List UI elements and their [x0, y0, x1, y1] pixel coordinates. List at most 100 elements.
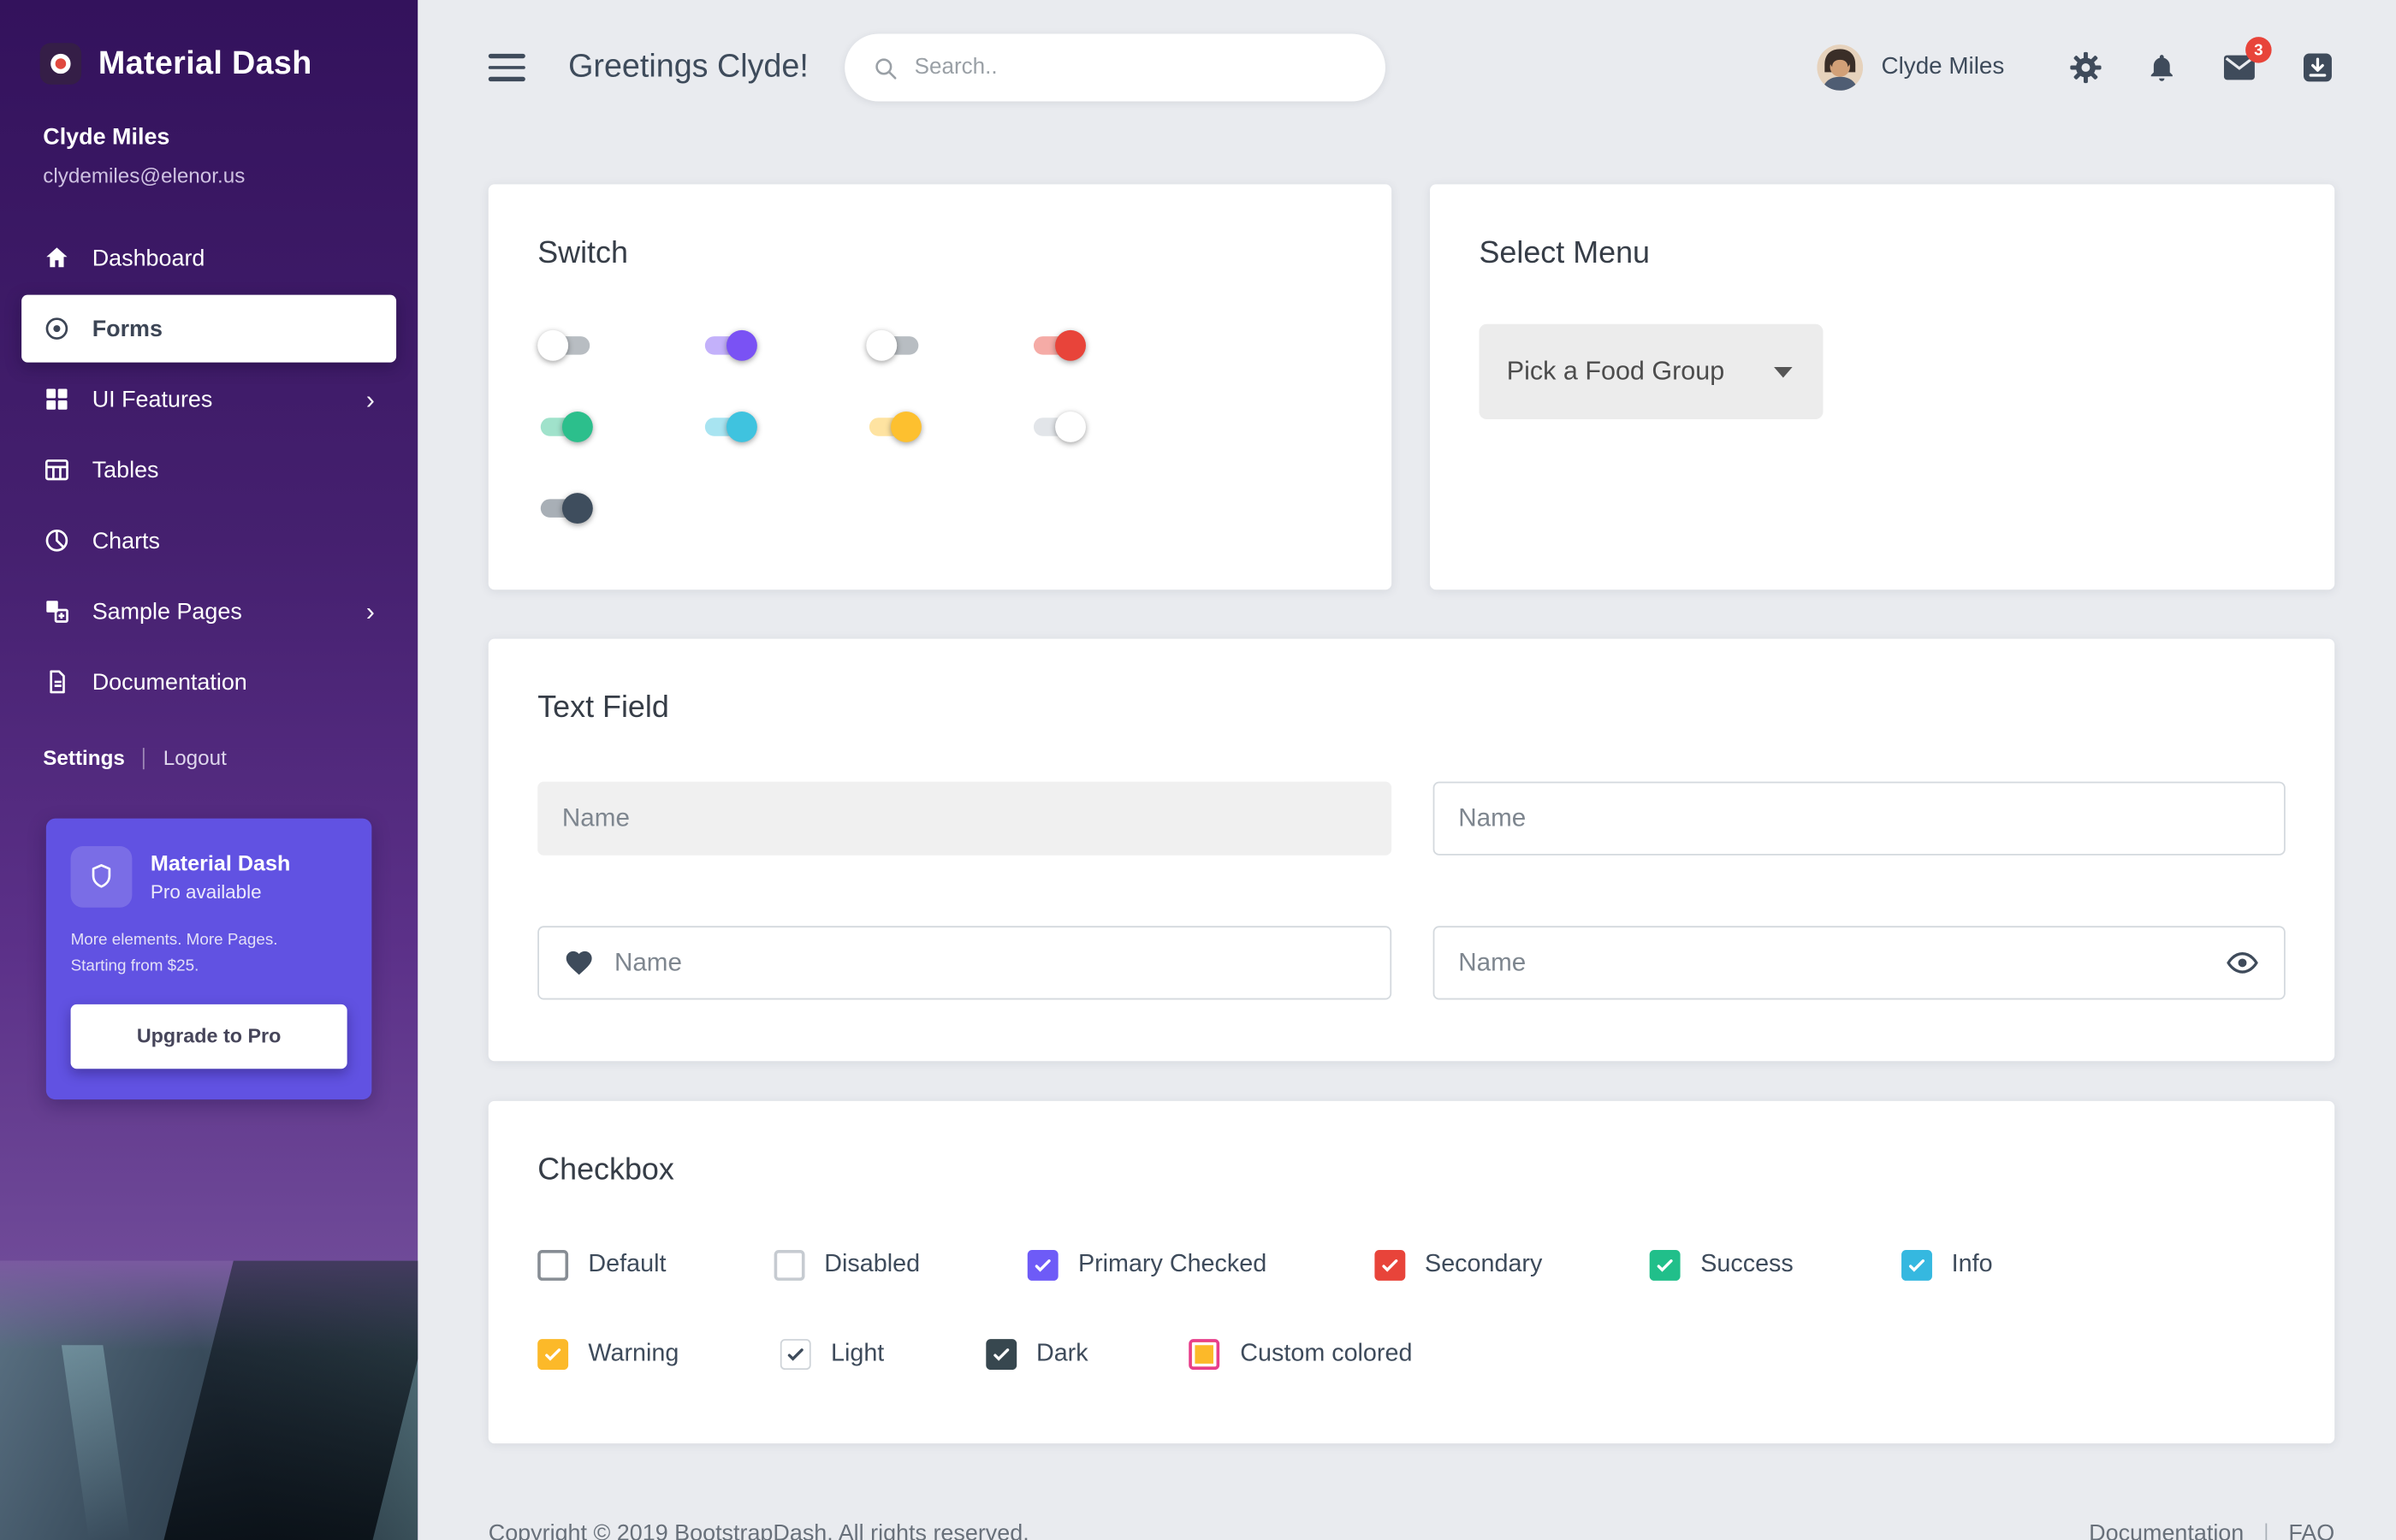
checkbox-dark[interactable]: Dark: [985, 1339, 1088, 1371]
switch-grid: [537, 329, 1343, 524]
switch-warning[interactable]: [866, 412, 922, 442]
pie-chart-icon: [45, 530, 68, 552]
promo-desc-line2: Starting from $25.: [70, 957, 199, 976]
footer-documentation-link[interactable]: Documentation: [2089, 1519, 2245, 1540]
sidebar-nav: Dashboard Forms UI Features Tables: [0, 221, 418, 719]
promo-subtitle: Pro available: [150, 881, 262, 903]
checkbox-box: [985, 1339, 1017, 1371]
switch-card: Switch: [488, 184, 1392, 590]
checkbox-card-title: Checkbox: [537, 1152, 674, 1188]
document-icon: [50, 670, 65, 694]
checkbox-box: [537, 1339, 569, 1371]
brand-name: Material Dash: [98, 44, 312, 81]
hamburger-menu-icon[interactable]: [488, 54, 525, 81]
sidebar-item-sample-pages[interactable]: Sample Pages: [21, 578, 396, 645]
checkbox-light[interactable]: Light: [780, 1339, 884, 1371]
name-input-outline[interactable]: [1432, 781, 2286, 856]
checkbox-box: [1649, 1250, 1681, 1281]
greeting-text: Greetings Clyde!: [568, 49, 809, 85]
sidebar-item-label: Tables: [92, 456, 159, 483]
checkbox-box: [1189, 1339, 1220, 1371]
download-box-icon[interactable]: [2301, 50, 2334, 84]
checkbox-box: [537, 1250, 569, 1281]
checkbox-custom-colored[interactable]: Custom colored: [1189, 1339, 1412, 1371]
sidebar-item-documentation[interactable]: Documentation: [21, 648, 396, 715]
settings-link[interactable]: Settings: [43, 746, 125, 770]
select-card-title: Select Menu: [1479, 236, 1650, 270]
text-field-card: Text Field: [488, 638, 2335, 1062]
copyright-text: Copyright © 2019 BootstrapDash. All righ…: [488, 1519, 1029, 1540]
sidebar-building-photo: [0, 1260, 418, 1540]
profile-menu[interactable]: Clyde Miles: [1817, 44, 2004, 91]
notifications-bell-icon[interactable]: [2145, 51, 2178, 84]
search-input[interactable]: [914, 55, 1359, 80]
search-bar: [845, 33, 1386, 102]
switch-success[interactable]: [537, 412, 593, 442]
sidebar-item-ui-features[interactable]: UI Features: [21, 365, 396, 433]
mail-icon[interactable]: 3: [2221, 37, 2272, 86]
name-input-password[interactable]: [1458, 948, 2206, 978]
pro-promo-card: Material Dash Pro available More element…: [45, 818, 372, 1099]
mail-badge: 3: [2245, 37, 2272, 63]
chevron-right-icon: [366, 386, 375, 412]
switch-danger[interactable]: [1030, 329, 1086, 361]
switch-light[interactable]: [1030, 412, 1086, 442]
checkbox-warning[interactable]: Warning: [537, 1339, 679, 1371]
checkbox-success[interactable]: Success: [1649, 1250, 1794, 1281]
sidebar-user-name: Clyde Miles: [43, 124, 170, 151]
name-input-with-heart: [537, 926, 1391, 1000]
caret-down-icon: [1774, 366, 1793, 377]
switch-card-title: Switch: [537, 236, 628, 270]
brand[interactable]: Material Dash: [0, 0, 418, 109]
checkbox-box: [780, 1339, 811, 1371]
sidebar-item-charts[interactable]: Charts: [21, 506, 396, 574]
name-input-with-eye: [1432, 926, 2286, 1000]
select-menu-card: Select Menu Pick a Food Group: [1430, 184, 2335, 590]
checkbox-box: [1901, 1250, 1932, 1281]
checkbox-primary-checked[interactable]: Primary Checked: [1027, 1250, 1266, 1281]
sidebar-item-label: Charts: [92, 527, 161, 554]
promo-desc-line1: More elements. More Pages.: [70, 930, 278, 950]
table-icon: [44, 459, 68, 481]
brand-logo-icon: [39, 43, 82, 85]
promo-title: Material Dash: [150, 850, 291, 876]
checkbox-secondary[interactable]: Secondary: [1373, 1250, 1542, 1281]
forms-icon: [45, 317, 68, 340]
checkbox-box: [1373, 1250, 1405, 1281]
switch-default-off-2[interactable]: [866, 329, 922, 361]
sidebar-item-tables[interactable]: Tables: [21, 436, 396, 504]
eye-icon[interactable]: [2226, 946, 2259, 980]
heart-icon: [566, 951, 592, 975]
settings-gear-icon[interactable]: [2069, 50, 2102, 84]
content: Switch Select Menu: [418, 135, 2396, 1540]
name-input-icon-left[interactable]: [614, 948, 1365, 978]
sidebar-item-dashboard[interactable]: Dashboard: [21, 224, 396, 292]
home-icon: [46, 247, 68, 268]
divider: [2265, 1522, 2268, 1540]
upgrade-to-pro-button[interactable]: Upgrade to Pro: [70, 1004, 347, 1069]
sidebar: Material Dash Clyde Miles clydemiles@ele…: [0, 0, 418, 1540]
topbar-user-name: Clyde Miles: [1881, 53, 2005, 80]
switch-default-off-1[interactable]: [537, 329, 593, 361]
switch-primary[interactable]: [702, 329, 757, 361]
footer: Copyright © 2019 BootstrapDash. All righ…: [489, 1520, 2334, 1540]
topbar: Greetings Clyde! Clyde Miles: [418, 0, 2396, 135]
checkbox-info[interactable]: Info: [1901, 1250, 1993, 1281]
sidebar-item-label: Dashboard: [92, 245, 205, 271]
switch-info[interactable]: [702, 412, 757, 442]
sidebar-item-forms[interactable]: Forms: [21, 294, 397, 363]
sidebar-user-block: Clyde Miles clydemiles@elenor.us: [0, 109, 418, 187]
switch-dark[interactable]: [537, 493, 593, 524]
name-input-filled[interactable]: [537, 781, 1391, 856]
logout-link[interactable]: Logout: [163, 746, 227, 770]
sidebar-user-email: clydemiles@elenor.us: [43, 164, 246, 187]
text-field-card-title: Text Field: [537, 690, 669, 726]
food-group-select[interactable]: Pick a Food Group: [1479, 323, 1824, 419]
chevron-right-icon: [366, 598, 375, 625]
checkbox-disabled[interactable]: Disabled: [774, 1250, 920, 1281]
grid-icon: [46, 388, 68, 410]
main-area: Greetings Clyde! Clyde Miles: [418, 0, 2396, 1540]
checkbox-default[interactable]: Default: [537, 1250, 666, 1281]
sidebar-item-label: Forms: [92, 315, 163, 342]
footer-faq-link[interactable]: FAQ: [2288, 1519, 2335, 1540]
